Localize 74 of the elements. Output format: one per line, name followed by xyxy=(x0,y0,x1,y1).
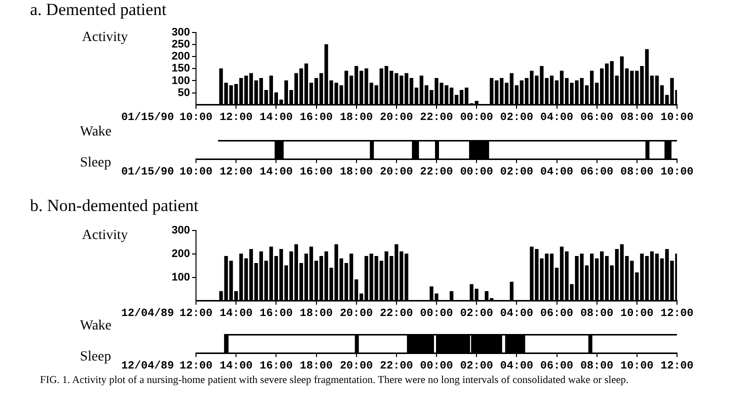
y-tick-label: 200 xyxy=(172,50,190,63)
x-tick-label: 04:00 xyxy=(500,360,534,372)
x-tick-label: 06:00 xyxy=(540,360,574,372)
x-tick-label: 12:00 xyxy=(660,360,694,372)
y-tick-label: 100 xyxy=(172,271,190,284)
x-tick-label: 10:00 xyxy=(620,360,654,372)
x-tick-label: 00:00 xyxy=(460,166,494,178)
x-tick-label: 20:00 xyxy=(380,166,413,178)
text: Wake xyxy=(80,318,112,334)
x-tick-label: 12:00 xyxy=(179,360,213,372)
x-tick-label: 16:00 xyxy=(300,166,333,178)
x-tick-label: 18:00 xyxy=(340,166,373,178)
x-tick-label: 22:00 xyxy=(420,166,454,178)
y-tick-label: 250 xyxy=(172,38,190,51)
chart-title: a. Demented patient xyxy=(30,0,166,20)
text: Sleep xyxy=(80,156,112,171)
x-tick-label: 00:00 xyxy=(420,308,454,320)
x-tick-label: 14:00 xyxy=(220,360,253,372)
x-tick-label: 18:00 xyxy=(300,360,333,372)
x-tick-label: 02:00 xyxy=(460,360,494,372)
x-tick-label: 10:00 xyxy=(179,166,213,178)
x-tick-label: 04:00 xyxy=(540,166,574,178)
text: 01/15/90 xyxy=(121,112,174,124)
x-tick-label: 12:00 xyxy=(660,308,694,320)
y-axis-title: Activity xyxy=(82,30,128,46)
y-tick-label: 200 xyxy=(172,248,190,260)
x-tick-label: 22:00 xyxy=(380,360,413,372)
x-tick-label: 06:00 xyxy=(540,308,574,320)
x-tick-label: 12:00 xyxy=(220,112,253,124)
x-tick-label: 06:00 xyxy=(580,166,614,178)
x-tick-label: 16:00 xyxy=(300,112,333,124)
x-tick-label: 16:00 xyxy=(260,360,293,372)
y-tick-label: 300 xyxy=(172,224,190,237)
x-tick-label: 02:00 xyxy=(500,112,534,124)
chart-title: b. Non-demented patient xyxy=(30,196,199,216)
x-tick-label: 12:00 xyxy=(179,308,213,320)
x-tick-label: 22:00 xyxy=(420,112,454,124)
text: 01/15/90 xyxy=(121,166,174,178)
x-tick-label: 10:00 xyxy=(660,112,694,124)
x-tick-label: 14:00 xyxy=(220,308,253,320)
x-tick-label: 08:00 xyxy=(580,308,614,320)
x-tick-label: 06:00 xyxy=(580,112,614,124)
y-tick-label: 300 xyxy=(172,26,190,39)
text: 12/04/89 xyxy=(121,360,174,372)
x-tick-label: 00:00 xyxy=(460,112,494,124)
x-tick-label: 08:00 xyxy=(620,112,654,124)
text: Wake xyxy=(80,124,112,140)
x-tick-label: 14:00 xyxy=(260,112,293,124)
x-tick-label: 08:00 xyxy=(580,360,614,372)
x-tick-label: 16:00 xyxy=(260,308,293,320)
x-tick-label: 18:00 xyxy=(300,308,333,320)
x-tick-label: 02:00 xyxy=(500,166,534,178)
x-tick-label: 20:00 xyxy=(340,308,373,320)
x-tick-label: 10:00 xyxy=(179,112,213,124)
text: Sleep xyxy=(80,350,112,365)
y-tick-label: 50 xyxy=(178,86,190,99)
x-tick-label: 20:00 xyxy=(340,360,373,372)
x-tick-label: 10:00 xyxy=(620,308,654,320)
x-tick-label: 20:00 xyxy=(380,112,413,124)
x-tick-label: 12:00 xyxy=(220,166,253,178)
x-tick-label: 22:00 xyxy=(380,308,413,320)
y-axis-title: Activity xyxy=(82,228,128,244)
x-tick-label: 18:00 xyxy=(340,112,373,124)
x-tick-label: 04:00 xyxy=(500,308,534,320)
y-tick-label: 150 xyxy=(172,62,190,75)
caption: FIG. 1. Activity plot of a nursing-home patient with severe sleep fragmentation. There were no long intervals of consolidated wake or sleep. xyxy=(40,374,630,387)
text: 12/04/89 xyxy=(121,308,174,320)
x-tick-label: 02:00 xyxy=(460,308,494,320)
x-tick-label: 14:00 xyxy=(260,166,293,178)
y-tick-label: 100 xyxy=(172,74,190,87)
x-tick-label: 00:00 xyxy=(420,360,454,372)
x-tick-label: 10:00 xyxy=(660,166,694,178)
x-tick-label: 04:00 xyxy=(540,112,574,124)
x-tick-label: 08:00 xyxy=(620,166,654,178)
